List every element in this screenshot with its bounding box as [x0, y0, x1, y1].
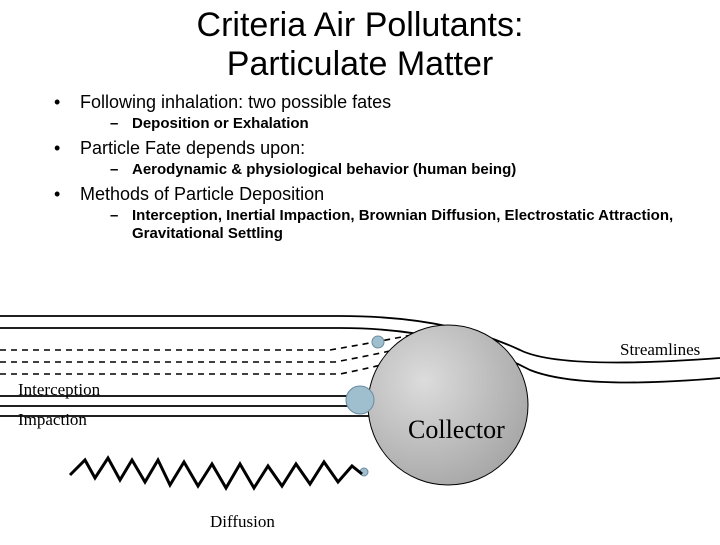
- bullet-item: Particle Fate depends upon: Aerodynamic …: [54, 138, 720, 180]
- label-interception: Interception: [18, 380, 100, 400]
- diffusion-path: [70, 458, 362, 488]
- inner-list: Interception, Inertial Impaction, Browni…: [80, 207, 720, 245]
- sub-bullet-item: Interception, Inertial Impaction, Browni…: [110, 207, 720, 245]
- bullet-item: Following inhalation: two possible fates…: [54, 92, 720, 134]
- sub-bullet-text: Deposition or Exhalation: [132, 115, 309, 132]
- inner-list: Deposition or Exhalation: [80, 115, 720, 134]
- slide-title: Criteria Air Pollutants: Particulate Mat…: [0, 0, 720, 84]
- label-diffusion: Diffusion: [210, 512, 275, 532]
- title-line-1: Criteria Air Pollutants:: [197, 6, 524, 44]
- bullet-item: Methods of Particle Deposition Intercept…: [54, 184, 720, 245]
- streamlines-group: [0, 316, 720, 383]
- sub-bullet-item: Deposition or Exhalation: [110, 115, 720, 134]
- sub-bullet-text: Interception, Inertial Impaction, Browni…: [132, 207, 673, 243]
- diagram-svg: [0, 300, 720, 540]
- label-collector: Collector: [408, 415, 505, 445]
- label-streamlines: Streamlines: [620, 340, 700, 360]
- deposition-diagram: Streamlines Interception Impaction Diffu…: [0, 300, 720, 540]
- outer-list: Following inhalation: two possible fates…: [0, 92, 720, 244]
- inner-list: Aerodynamic & physiological behavior (hu…: [80, 161, 720, 180]
- label-impaction: Impaction: [18, 410, 87, 430]
- bullet-text: Particle Fate depends upon:: [80, 138, 305, 158]
- sub-bullet-item: Aerodynamic & physiological behavior (hu…: [110, 161, 720, 180]
- title-line-2: Particulate Matter: [227, 45, 493, 83]
- bullet-content: Following inhalation: two possible fates…: [0, 84, 720, 244]
- sub-bullet-text: Aerodynamic & physiological behavior (hu…: [132, 161, 516, 178]
- bullet-text: Following inhalation: two possible fates: [80, 92, 391, 112]
- bullet-text: Methods of Particle Deposition: [80, 184, 324, 204]
- collector-circle: [368, 325, 528, 485]
